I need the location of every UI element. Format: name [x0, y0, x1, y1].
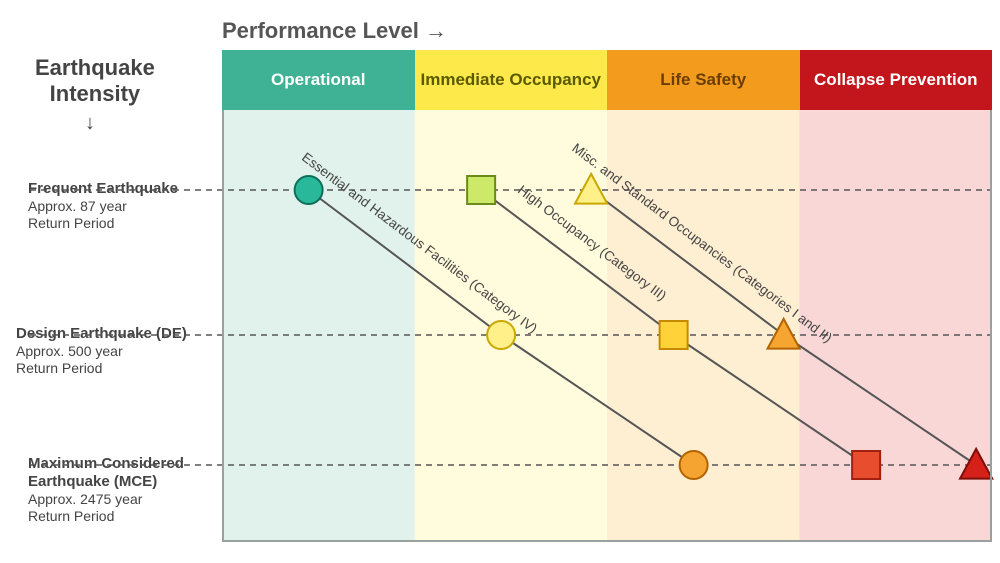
plot-border [222, 110, 992, 542]
performance-objective-chart: Performance Level → Earthquake Intensity… [0, 0, 1000, 563]
